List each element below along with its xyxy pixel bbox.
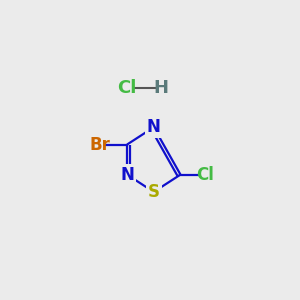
Text: Cl: Cl — [196, 166, 214, 184]
Text: H: H — [153, 79, 168, 97]
Text: N: N — [147, 118, 161, 136]
Text: N: N — [120, 166, 134, 184]
Text: Br: Br — [90, 136, 111, 154]
Text: S: S — [148, 183, 160, 201]
Text: Cl: Cl — [117, 79, 137, 97]
